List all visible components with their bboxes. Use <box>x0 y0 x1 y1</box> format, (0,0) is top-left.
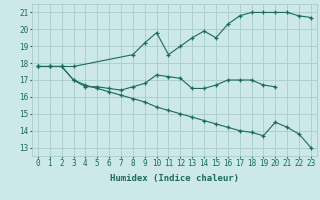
X-axis label: Humidex (Indice chaleur): Humidex (Indice chaleur) <box>110 174 239 183</box>
